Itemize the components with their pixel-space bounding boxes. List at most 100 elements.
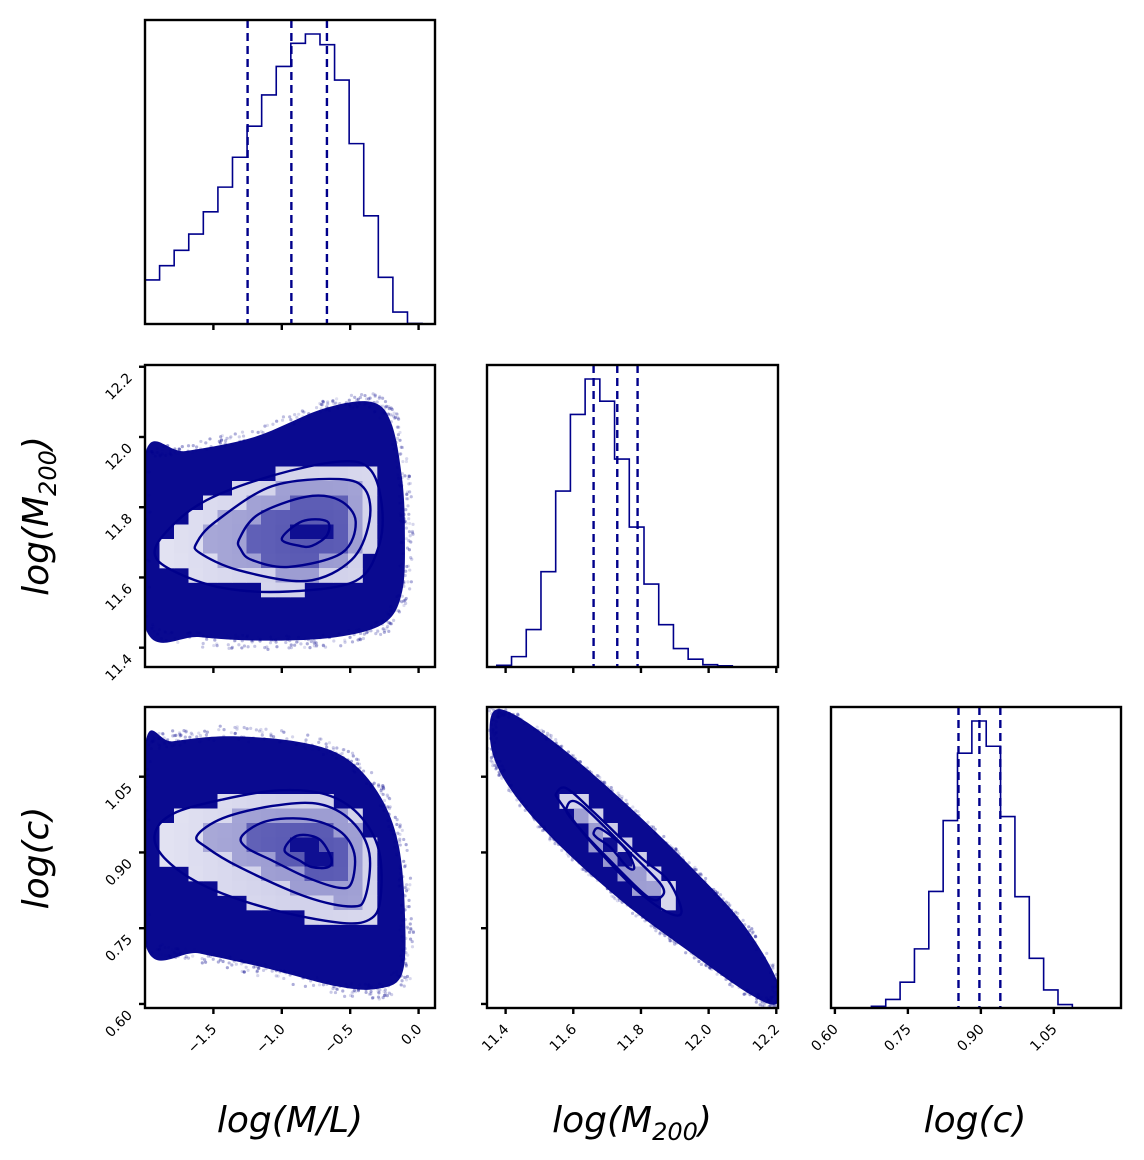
- hist-bin: [986, 746, 1000, 1008]
- scatter-point: [663, 934, 667, 938]
- scatter-point: [201, 645, 205, 649]
- scatter-point: [343, 640, 347, 644]
- hist-bin: [929, 891, 943, 1008]
- scatter-point: [137, 933, 140, 936]
- density-cell-bg: [217, 539, 233, 554]
- density-cell-bg: [304, 794, 320, 809]
- scatter-point: [249, 726, 253, 730]
- scatter-point: [615, 899, 619, 903]
- scatter-point: [404, 843, 408, 847]
- scatter-point: [339, 644, 343, 648]
- density-cell: [203, 539, 218, 554]
- scatter-point: [613, 897, 617, 901]
- scatter-point: [131, 747, 134, 750]
- scatter-point: [483, 700, 486, 703]
- scatter-point: [383, 399, 388, 404]
- scatter-point: [241, 434, 246, 438]
- scatter-point: [250, 430, 254, 434]
- scatter-point: [545, 731, 550, 735]
- scatter-point: [383, 628, 387, 632]
- scatter-point: [139, 947, 142, 950]
- scatter-point: [509, 790, 513, 794]
- density-cell-bg: [319, 466, 334, 482]
- density-cell: [275, 553, 291, 569]
- density-cell: [646, 881, 662, 896]
- scatter-point: [369, 989, 373, 994]
- scatter-point: [624, 798, 628, 803]
- panel-frames: [143, 18, 1123, 1010]
- scatter-point: [176, 640, 180, 644]
- scatter-point: [404, 961, 408, 965]
- density-cell-bg: [304, 881, 320, 896]
- scatter-point: [178, 734, 182, 738]
- density-cell: [290, 524, 305, 540]
- scatter-point: [132, 622, 135, 625]
- scatter-point: [353, 395, 357, 400]
- scatter-point: [541, 828, 545, 833]
- scatter-point: [580, 867, 584, 871]
- scatter-point: [398, 839, 402, 843]
- x-tick-label: 11.4: [479, 1021, 512, 1054]
- scatter-point: [131, 584, 134, 587]
- density-cell: [333, 837, 349, 853]
- density-cell-bg: [348, 495, 363, 511]
- scatter-point: [404, 459, 409, 464]
- scatter-point: [407, 530, 412, 534]
- scatter-point: [751, 930, 755, 934]
- scatter-point: [311, 983, 316, 987]
- scatter-point: [402, 859, 406, 863]
- scatter-point: [728, 903, 732, 907]
- density-cell-bg: [203, 568, 218, 583]
- density-cell-bg: [275, 866, 291, 882]
- scatter-point: [242, 970, 246, 974]
- scatter-point: [388, 805, 392, 809]
- scatter-point: [368, 396, 372, 400]
- scatter-point: [260, 733, 264, 737]
- scatter-point: [409, 917, 413, 921]
- scatter-point: [281, 415, 286, 419]
- scatter-point: [269, 732, 273, 736]
- scatter-point: [535, 725, 539, 729]
- histogram-log-c: [870, 707, 1074, 1008]
- density-cell: [174, 837, 189, 853]
- density-cell: [632, 852, 647, 867]
- scatter-point: [376, 629, 380, 633]
- scatter-point: [610, 894, 614, 898]
- scatter-point: [333, 990, 338, 995]
- scatter-point: [630, 911, 635, 915]
- scatter-point: [314, 641, 318, 645]
- scatter-point: [405, 564, 409, 569]
- scatter-point: [540, 728, 544, 732]
- scatter-point: [497, 770, 501, 774]
- density-cell-bg: [348, 910, 363, 925]
- density-cell-bg: [232, 852, 247, 867]
- hist-bin: [218, 187, 233, 324]
- scatter-point: [137, 946, 140, 949]
- scatter-point: [651, 825, 656, 829]
- density-cell: [174, 524, 189, 540]
- density-cell-bg: [646, 881, 662, 896]
- scatter-point: [359, 637, 363, 642]
- scatter-point: [405, 905, 409, 909]
- scatter-point: [320, 403, 324, 407]
- scatter-point: [479, 723, 482, 726]
- scatter-point: [404, 526, 408, 530]
- density-cell: [348, 553, 363, 569]
- density-cell: [217, 495, 233, 511]
- density-cell: [275, 510, 291, 525]
- scatter-point: [354, 990, 358, 994]
- scatter-point: [208, 437, 212, 441]
- scatter-point: [411, 930, 416, 934]
- density-cell: [333, 539, 349, 554]
- scatter-point: [212, 643, 216, 648]
- scatter-point: [255, 970, 259, 974]
- density-cell: [304, 481, 320, 496]
- scatter-point: [191, 444, 195, 448]
- density-cell-bg: [304, 481, 320, 496]
- scatter-point: [398, 843, 402, 847]
- scatter-point: [138, 621, 141, 624]
- scatter-point: [134, 588, 137, 591]
- density-cell-bg: [246, 881, 262, 896]
- scatter-point: [481, 741, 484, 744]
- density-cell-bg: [290, 794, 305, 809]
